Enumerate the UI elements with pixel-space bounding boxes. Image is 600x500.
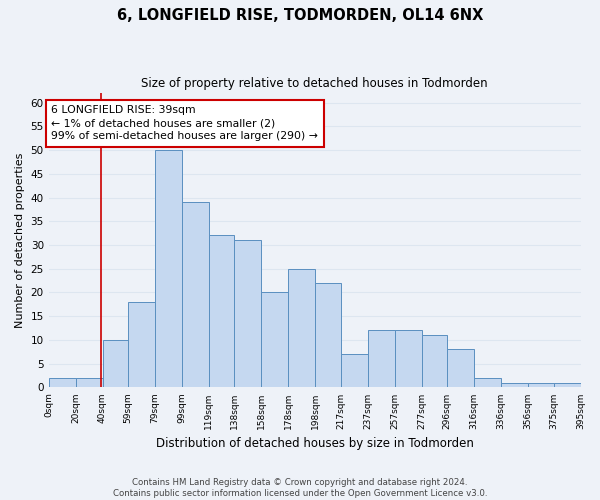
Bar <box>182 202 209 388</box>
Bar <box>528 382 554 388</box>
Bar <box>501 382 528 388</box>
Bar <box>209 236 235 388</box>
Bar <box>235 240 262 388</box>
Bar <box>368 330 395 388</box>
Title: Size of property relative to detached houses in Todmorden: Size of property relative to detached ho… <box>141 78 488 90</box>
Bar <box>315 283 341 388</box>
Text: 6 LONGFIELD RISE: 39sqm
← 1% of detached houses are smaller (2)
99% of semi-deta: 6 LONGFIELD RISE: 39sqm ← 1% of detached… <box>52 105 318 142</box>
X-axis label: Distribution of detached houses by size in Todmorden: Distribution of detached houses by size … <box>155 437 473 450</box>
Bar <box>447 350 474 388</box>
Bar <box>49 378 76 388</box>
Bar <box>422 335 447 388</box>
Bar <box>341 354 368 388</box>
Bar <box>262 292 289 388</box>
Bar <box>395 330 422 388</box>
Bar <box>554 382 581 388</box>
Y-axis label: Number of detached properties: Number of detached properties <box>15 152 25 328</box>
Bar <box>289 268 315 388</box>
Bar <box>474 378 501 388</box>
Text: 6, LONGFIELD RISE, TODMORDEN, OL14 6NX: 6, LONGFIELD RISE, TODMORDEN, OL14 6NX <box>117 8 483 22</box>
Bar <box>76 378 103 388</box>
Bar <box>155 150 182 388</box>
Text: Contains HM Land Registry data © Crown copyright and database right 2024.
Contai: Contains HM Land Registry data © Crown c… <box>113 478 487 498</box>
Bar <box>128 302 155 388</box>
Bar <box>103 340 128 388</box>
